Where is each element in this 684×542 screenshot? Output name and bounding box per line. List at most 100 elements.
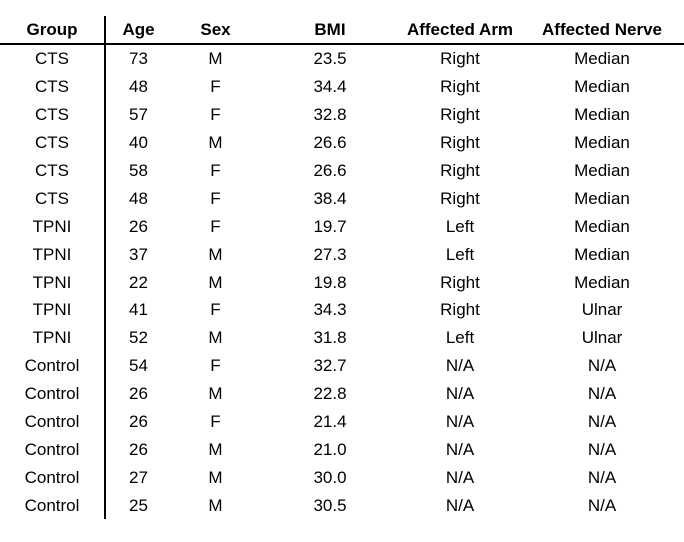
table-cell: Median bbox=[574, 133, 630, 153]
table-cell: F bbox=[210, 356, 221, 376]
table-cell: N/A bbox=[587, 495, 617, 515]
participants-table: Group Age Sex BMI Affected Arm Affected … bbox=[0, 16, 684, 520]
table-cell: 34.4 bbox=[313, 77, 347, 97]
table-cell: CTS bbox=[0, 72, 106, 101]
header-row: Group Age Sex BMI Affected Arm Affected … bbox=[0, 16, 684, 45]
table-cell: Ulnar bbox=[581, 328, 623, 348]
table-cell: TPNI bbox=[0, 323, 106, 352]
table-cell: 22 bbox=[129, 272, 148, 292]
column-header-group: Group bbox=[0, 16, 106, 45]
table-cell: CTS bbox=[0, 156, 106, 185]
table-row: CTS 48 F 34.4 Right Median bbox=[0, 72, 684, 101]
table-cell: 27 bbox=[129, 467, 148, 487]
table-cell: 32.7 bbox=[313, 356, 347, 376]
table-cell: N/A bbox=[445, 467, 475, 487]
column-header-bmi: BMI bbox=[260, 16, 400, 45]
table-cell: 57 bbox=[129, 105, 148, 125]
table-cell: M bbox=[208, 467, 223, 487]
table-cell: N/A bbox=[445, 495, 475, 515]
table-row: Control 25 M 30.5 N/A N/A bbox=[0, 491, 684, 520]
table-cell: 26 bbox=[129, 384, 148, 404]
table-cell: 37 bbox=[129, 244, 148, 264]
table-cell: 41 bbox=[129, 300, 148, 320]
table-cell: Right bbox=[440, 300, 480, 320]
table-cell: 73 bbox=[129, 49, 148, 69]
table-row: TPNI 41 F 34.3 Right Ulnar bbox=[0, 296, 684, 324]
table-cell: Median bbox=[574, 272, 630, 292]
table-cell: 26.6 bbox=[313, 161, 347, 180]
table-cell: N/A bbox=[587, 467, 617, 487]
table-row: TPNI 22 M 19.8 Right Median bbox=[0, 268, 684, 297]
table-cell: Control bbox=[0, 463, 106, 492]
table-cell: N/A bbox=[445, 356, 475, 376]
table-cell: 26 bbox=[129, 216, 148, 236]
table-row: CTS 48 F 38.4 Right Median bbox=[0, 184, 684, 213]
table-cell: Left bbox=[445, 328, 475, 348]
table-cell: CTS bbox=[0, 44, 106, 73]
table-cell: 30.0 bbox=[313, 467, 347, 487]
table-cell: N/A bbox=[587, 356, 617, 376]
table-cell: Right bbox=[440, 105, 480, 125]
table-cell: N/A bbox=[445, 384, 475, 404]
table-cell: TPNI bbox=[0, 296, 106, 324]
table-row: TPNI 37 M 27.3 Left Median bbox=[0, 240, 684, 269]
table-cell: 32.8 bbox=[313, 105, 347, 125]
table-row: CTS 58 F 26.6 Right Median bbox=[0, 156, 684, 185]
table-cell: Control bbox=[0, 407, 106, 436]
table-cell: 23.5 bbox=[313, 49, 347, 69]
table-row: Control 26 M 21.0 N/A N/A bbox=[0, 435, 684, 464]
table-cell: F bbox=[210, 412, 221, 432]
table-cell: Median bbox=[574, 244, 630, 264]
column-header-affected-nerve: Affected Nerve bbox=[520, 16, 684, 45]
table-cell: Ulnar bbox=[581, 300, 623, 320]
table-cell: N/A bbox=[445, 439, 475, 459]
table-cell: M bbox=[208, 272, 223, 292]
table-row: TPNI 52 M 31.8 Left Ulnar bbox=[0, 323, 684, 352]
table-cell: 52 bbox=[129, 328, 148, 348]
table-cell: N/A bbox=[445, 412, 475, 432]
table-row: CTS 40 M 26.6 Right Median bbox=[0, 128, 684, 157]
table-cell: Right bbox=[440, 133, 480, 153]
column-header-affected-arm: Affected Arm bbox=[400, 16, 520, 45]
table-cell: Control bbox=[0, 435, 106, 464]
table-cell: TPNI bbox=[0, 212, 106, 241]
table-cell: TPNI bbox=[0, 268, 106, 297]
table-cell: Right bbox=[440, 49, 480, 69]
table-row: CTS 73 M 23.5 Right Median bbox=[0, 44, 684, 73]
table-cell: 27.3 bbox=[313, 244, 347, 264]
table-cell: 25 bbox=[129, 495, 148, 515]
table-cell: 40 bbox=[129, 133, 148, 153]
table-cell: Left bbox=[445, 216, 475, 236]
table-row: Control 26 M 22.8 N/A N/A bbox=[0, 379, 684, 408]
table-cell: Control bbox=[0, 491, 106, 520]
table-cell: Right bbox=[440, 272, 480, 292]
table-cell: 31.8 bbox=[313, 328, 347, 348]
table-cell: N/A bbox=[587, 384, 617, 404]
table-cell: Right bbox=[440, 188, 480, 208]
table-cell: M bbox=[208, 495, 223, 515]
table-cell: F bbox=[210, 161, 221, 180]
table-cell: Left bbox=[445, 244, 475, 264]
table-cell: Median bbox=[574, 188, 630, 208]
table-cell: 30.5 bbox=[313, 495, 347, 515]
table-cell: N/A bbox=[587, 412, 617, 432]
table-cell: Control bbox=[0, 379, 106, 408]
table-cell: 19.7 bbox=[313, 216, 347, 236]
table-row: TPNI 26 F 19.7 Left Median bbox=[0, 212, 684, 241]
table-cell: 21.4 bbox=[313, 412, 347, 432]
table-cell: Median bbox=[574, 105, 630, 125]
table-cell: F bbox=[210, 216, 221, 236]
table-cell: 19.8 bbox=[313, 272, 347, 292]
table-cell: F bbox=[210, 105, 221, 125]
table-cell: F bbox=[210, 188, 221, 208]
table-cell: M bbox=[208, 244, 223, 264]
table-cell: Control bbox=[0, 351, 106, 380]
column-header-sex: Sex bbox=[171, 16, 260, 45]
table-cell: Right bbox=[440, 77, 480, 97]
table-cell: CTS bbox=[0, 128, 106, 157]
table-cell: 22.8 bbox=[313, 384, 347, 404]
table-cell: 26 bbox=[129, 439, 148, 459]
table-cell: M bbox=[208, 328, 223, 348]
table-cell: 26 bbox=[129, 412, 148, 432]
table-cell: 58 bbox=[129, 161, 148, 180]
